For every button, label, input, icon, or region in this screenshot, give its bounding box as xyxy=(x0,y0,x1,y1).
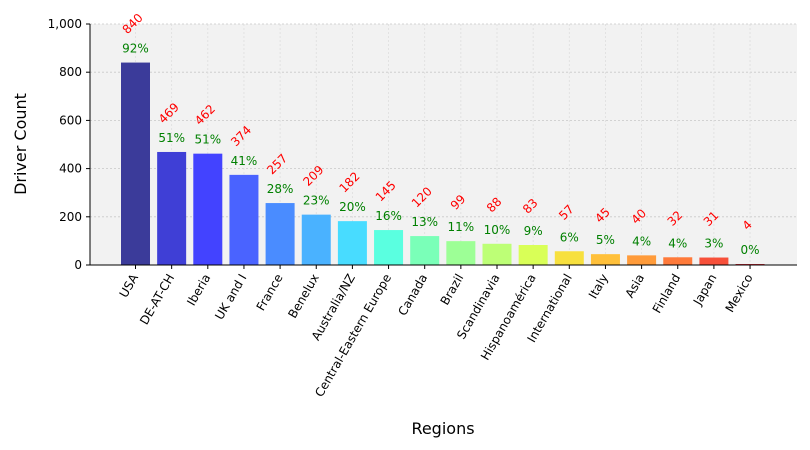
percent-label: 51% xyxy=(194,133,221,147)
bar xyxy=(157,151,187,265)
percent-label: 4% xyxy=(632,234,651,248)
bar xyxy=(663,257,693,265)
x-tick-label: UK and I xyxy=(212,272,249,323)
percent-label: 13% xyxy=(411,215,438,229)
percent-label: 16% xyxy=(375,209,402,223)
percent-label: 11% xyxy=(448,220,475,234)
percent-label: 51% xyxy=(158,131,185,145)
y-tick-label: 0 xyxy=(74,258,82,272)
bar xyxy=(229,174,259,265)
y-axis-title: Driver Count xyxy=(11,93,30,195)
percent-label: 28% xyxy=(267,182,294,196)
percent-label: 4% xyxy=(668,236,687,250)
percent-label: 20% xyxy=(339,200,366,214)
x-tick-label: Japan xyxy=(690,272,719,309)
percent-label: 10% xyxy=(484,223,511,237)
x-tick-label: Finland xyxy=(650,272,684,316)
bar xyxy=(410,236,440,265)
bar xyxy=(446,241,476,265)
percent-label: 0% xyxy=(741,243,760,257)
x-tick-label: Brazil xyxy=(438,272,467,308)
x-tick-label: Benelux xyxy=(285,272,321,321)
bar xyxy=(627,255,657,265)
bar xyxy=(301,214,331,265)
percent-label: 23% xyxy=(303,194,330,208)
bar xyxy=(337,221,367,265)
y-tick-label: 200 xyxy=(59,210,82,224)
x-tick-label: DE-AT-CH xyxy=(137,272,177,328)
y-axis-ticks: 0 200 400 600 800 1,000 xyxy=(48,17,90,272)
y-tick-label: 1,000 xyxy=(48,17,82,31)
percent-label: 41% xyxy=(231,154,258,168)
x-tick-label: Italy xyxy=(586,272,611,302)
x-axis-title: Regions xyxy=(411,419,474,438)
x-tick-label: Asia xyxy=(622,272,647,301)
x-tick-label: USA xyxy=(117,271,142,300)
bar xyxy=(554,251,584,265)
bar xyxy=(374,230,404,265)
bar xyxy=(121,62,150,266)
bar xyxy=(590,254,620,265)
percent-label: 9% xyxy=(524,224,543,238)
percent-label: 5% xyxy=(596,233,615,247)
percent-label: 92% xyxy=(122,42,149,56)
bar xyxy=(482,243,512,265)
percent-label: 6% xyxy=(560,230,579,244)
x-tick-label: Iberia xyxy=(184,272,213,309)
bar xyxy=(699,257,729,265)
bar xyxy=(265,203,295,265)
bar xyxy=(193,153,223,265)
x-tick-label: Mexico xyxy=(723,272,756,315)
y-tick-label: 400 xyxy=(59,162,82,176)
x-tick-label: France xyxy=(254,272,286,314)
x-tick-label: Canada xyxy=(395,272,430,319)
y-tick-label: 800 xyxy=(59,65,82,79)
bars xyxy=(121,62,765,266)
y-tick-label: 600 xyxy=(59,113,82,127)
bar xyxy=(518,244,548,265)
percent-label: 3% xyxy=(704,237,723,251)
